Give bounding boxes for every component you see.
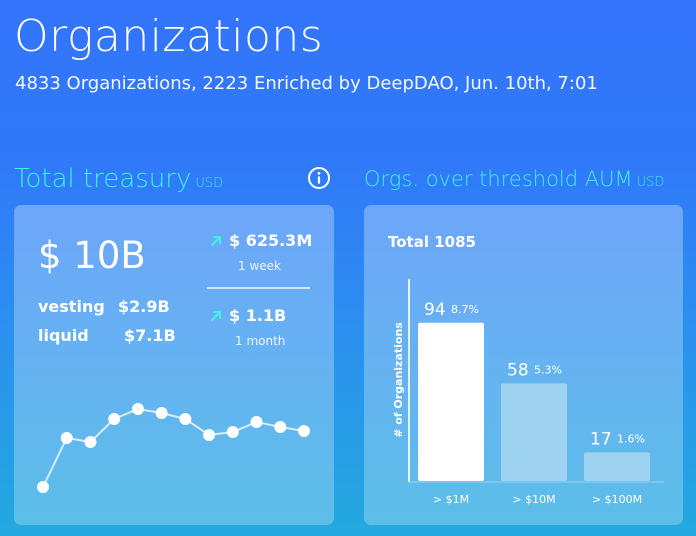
month-change: $ 1.1B 1 month [209,306,287,348]
bar-value-label: 58 [507,360,529,380]
bar[interactable] [584,452,650,481]
x-tick-label: > $100M [592,493,642,506]
treasury-heading-label: Total treasury [14,164,192,194]
aum-card: Total 1085 # of Organizations 94 8.7% > $1M… [364,205,683,525]
arrow-up-right-icon [211,236,221,246]
liquid-row: liquid $7.1B [38,326,176,345]
page-title: Organizations [14,11,324,62]
bar-value-label: 94 [424,300,446,320]
bar-percent-label: 8.7% [451,303,479,316]
week-label: 1 week [238,259,281,273]
sparkline-point[interactable] [131,403,144,415]
sparkline-point[interactable] [203,429,216,441]
sparkline-point[interactable] [298,425,310,437]
sparkline-point[interactable] [60,432,73,444]
treasury-card: $ 10B vesting $2.9B liquid $7.1B $ 625.3M … [14,205,334,525]
page-subtitle: 4833 Organizations, 2223 Enriched by Dee… [15,73,598,94]
arrow-up-right-icon [211,311,221,321]
bar-percent-label: 1.6% [617,432,645,445]
liquid-value: $7.1B [124,326,176,345]
liquid-label: liquid [38,326,89,345]
week-change: $ 625.3M 1 week [209,231,313,273]
sparkline-line [42,407,305,488]
aum-unit: USD [636,175,665,190]
vesting-row: vesting $2.9B [38,297,170,316]
sparkline-point[interactable] [108,413,121,425]
treasury-heading: Total treasury USD [14,162,223,201]
aum-heading: Orgs. over threshold AUM USD [364,162,664,200]
bar[interactable] [501,383,567,481]
aum-bar-chart: # of Organizations 94 8.7% > $1M 58 5.3% > $10… [392,279,664,506]
bar-value-label: 17 [590,429,612,449]
y-axis-label: # of Organizations [392,322,405,438]
sparkline-point[interactable] [155,407,168,419]
sparkline-point[interactable] [37,481,49,493]
vesting-value: $2.9B [118,297,170,316]
sparkline-point[interactable] [226,426,239,438]
sparkline-point[interactable] [84,436,97,448]
sparkline-point[interactable] [179,413,192,425]
vesting-label: vesting [38,297,105,316]
week-change-value: $ 625.3M [229,231,313,250]
sparkline-point[interactable] [274,421,287,433]
aum-total: Total 1085 [388,233,476,251]
month-label: 1 month [235,334,286,348]
x-tick-label: > $10M [512,493,555,506]
treasury-total: $ 10B [38,234,146,277]
treasury-unit: USD [195,176,224,191]
sparkline-point[interactable] [250,416,263,428]
info-icon[interactable] [307,166,331,190]
aum-heading-label: Orgs. over threshold AUM [364,167,633,191]
change-divider [207,287,310,289]
bar[interactable] [418,322,484,481]
treasury-sparkline [37,403,310,493]
x-tick-label: > $1M [433,493,469,506]
month-change-value: $ 1.1B [229,306,287,325]
bar-percent-label: 5.3% [534,363,562,376]
